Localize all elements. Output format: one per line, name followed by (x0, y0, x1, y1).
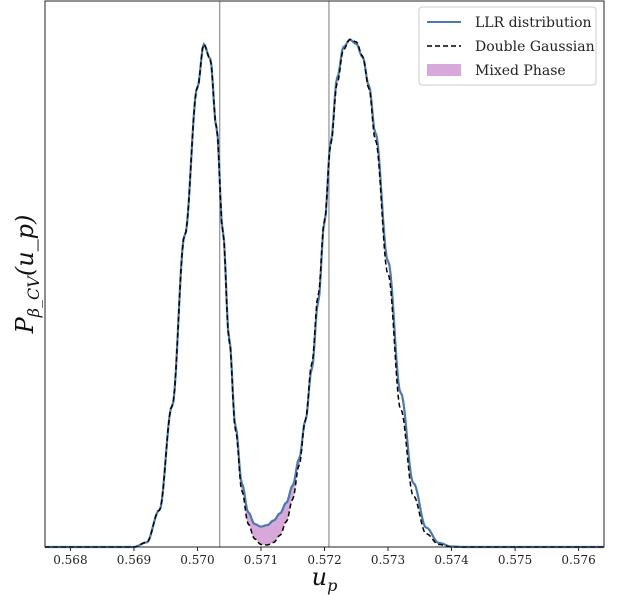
x-tick-label: 0.574 (434, 553, 469, 567)
x-ticks: 0.568 0.569 0.570 0.571 0.572 0.573 0.574 0.575… (53, 547, 596, 567)
x-axis-title: up (312, 563, 338, 595)
legend-label: LLR distribution (475, 15, 592, 31)
y-axis-title: Pβ_CV(u_p) (11, 215, 43, 335)
legend-label: Mixed Phase (475, 63, 566, 79)
series-llr-line (45, 38, 604, 549)
x-tick-label: 0.573 (371, 553, 405, 567)
x-tick-label: 0.568 (53, 553, 87, 567)
mixed-phase-area (219, 157, 329, 545)
x-tick-label: 0.576 (561, 553, 595, 567)
x-tick-label: 0.570 (180, 553, 214, 567)
legend: LLR distribution Double Gaussian Mixed Pha… (418, 6, 597, 86)
x-tick-label: 0.575 (498, 553, 532, 567)
legend-box (418, 6, 597, 86)
legend-mixed-phase-swatch (427, 64, 461, 76)
x-tick-label: 0.571 (244, 553, 278, 567)
x-tick-label: 0.569 (117, 553, 151, 567)
series-double-gaussian-line (45, 38, 604, 548)
legend-label: Double Gaussian (475, 39, 595, 55)
x-tick-label: 0.572 (307, 553, 341, 567)
